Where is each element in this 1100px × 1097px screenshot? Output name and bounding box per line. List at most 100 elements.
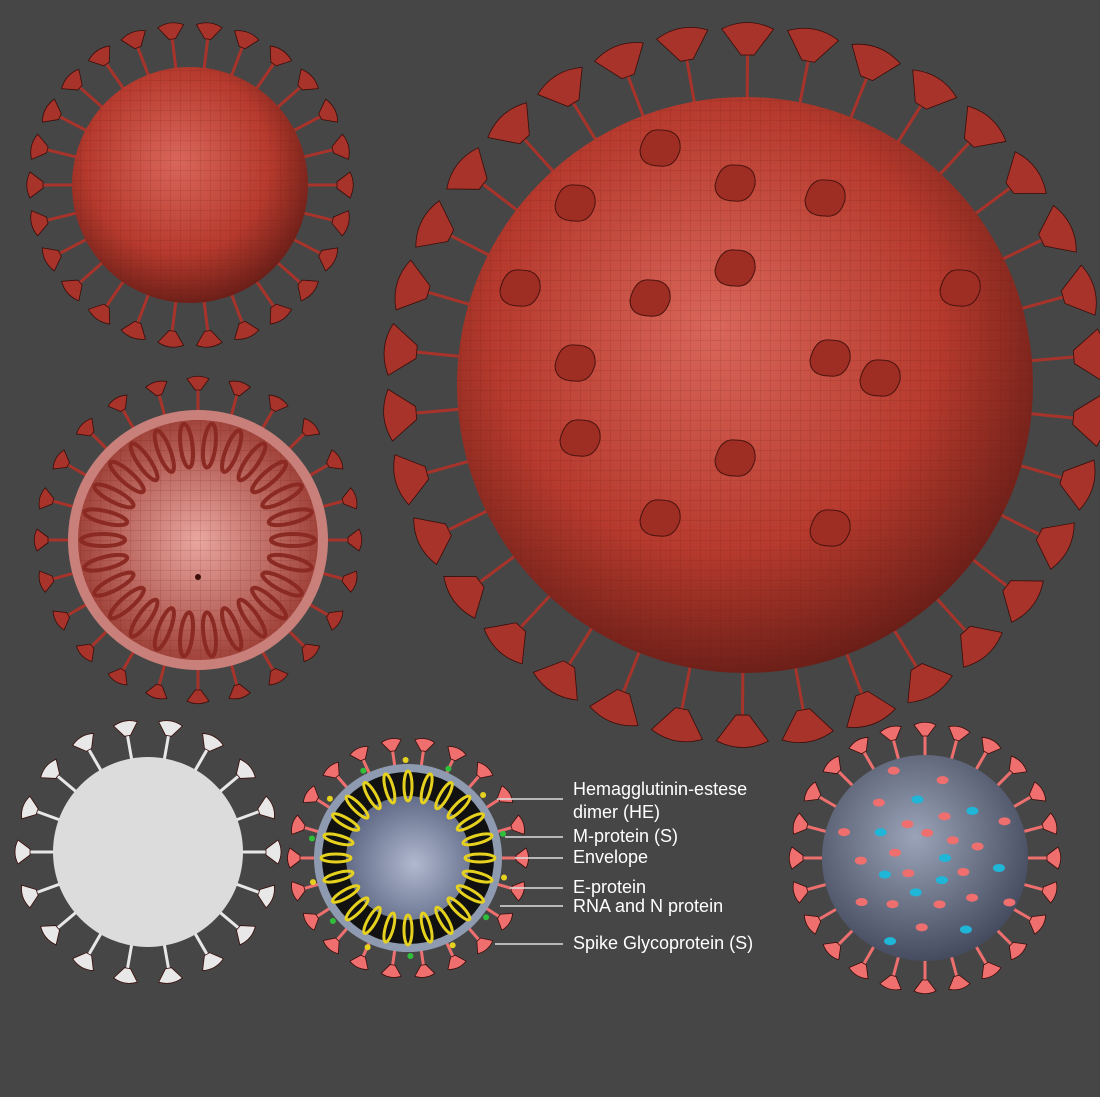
spike-head (960, 625, 1003, 668)
surface-protein (966, 893, 979, 902)
core (346, 796, 470, 920)
spike-head (322, 937, 340, 955)
mesh-overlay (457, 97, 1033, 673)
spike-head (120, 320, 146, 340)
spike-head (322, 761, 340, 779)
rna-coil (461, 869, 494, 884)
spike-head (301, 417, 321, 437)
spike-head (112, 720, 138, 737)
spike-head (72, 732, 94, 752)
spike-head (1028, 781, 1047, 802)
surface-protein (946, 836, 959, 845)
rna-coil (236, 441, 268, 483)
spike-head (1072, 394, 1100, 448)
spike-head (414, 738, 436, 752)
surface-protein (639, 499, 681, 537)
spike-head (26, 171, 44, 199)
spike-head (341, 570, 358, 593)
surface-protein (714, 249, 756, 287)
spike-head (380, 964, 402, 978)
membrane-protein (445, 765, 452, 772)
rna-coil (79, 532, 127, 548)
rna-coil (250, 585, 289, 621)
spike-head (41, 247, 62, 272)
rna-coil (455, 812, 485, 832)
spike-head (792, 812, 809, 835)
rna-coil (236, 597, 268, 639)
spike-head (107, 394, 128, 412)
spike-head (786, 27, 840, 63)
spike-head (383, 322, 418, 376)
spike-head (195, 22, 223, 40)
spike-head (236, 758, 256, 779)
spike-head (38, 570, 55, 593)
spike-head (1008, 941, 1028, 961)
virus-model-white (14, 720, 282, 984)
label-e-protein: E-protein (573, 877, 647, 897)
spike-head (497, 912, 514, 931)
spike-head (297, 279, 319, 302)
spike-head (145, 380, 168, 397)
spike-head (120, 30, 146, 50)
spike-head (981, 736, 1002, 755)
membrane-protein (501, 874, 508, 881)
spike-head (87, 303, 111, 325)
rna-coil (382, 772, 397, 805)
spike-head (40, 925, 60, 946)
spike-head (447, 954, 467, 970)
spike-head (158, 967, 184, 984)
spike-head (1005, 151, 1047, 194)
spike-head (41, 98, 62, 123)
label-hemagglutinin: Hemagglutinin-estese (573, 779, 748, 799)
membrane-protein (483, 914, 490, 921)
spike-head (981, 961, 1002, 980)
surface-protein (971, 842, 984, 851)
spike-head (349, 746, 369, 762)
spike-head (1008, 755, 1028, 775)
rna-coil (362, 905, 382, 935)
surface-protein (998, 817, 1011, 826)
spike-head (792, 881, 809, 904)
spike-head (497, 785, 514, 804)
spike-head (234, 320, 260, 340)
spike-head (186, 689, 210, 705)
rna-coil (362, 781, 382, 811)
virus-model-large (383, 22, 1100, 748)
spike-head (487, 102, 530, 145)
spike-head (265, 839, 282, 865)
spike-head (537, 66, 583, 107)
spike-head (291, 881, 306, 902)
membrane-protein (402, 757, 409, 764)
surface-protein (911, 795, 924, 804)
rna-coil (434, 781, 454, 811)
surface-protein (838, 828, 851, 837)
surface-protein (629, 279, 671, 317)
spike-head (414, 964, 436, 978)
surface-protein (959, 925, 972, 934)
rna-coil (128, 441, 160, 483)
spike-head (186, 375, 210, 391)
rna-coil (82, 507, 130, 528)
spike-head (532, 660, 578, 701)
spike-head (907, 663, 953, 704)
surface-protein (554, 344, 596, 382)
surface-protein (855, 898, 868, 907)
rna-coil (200, 610, 218, 659)
spike-head (158, 720, 184, 737)
spike-head (510, 814, 525, 835)
rna-coil (266, 552, 314, 573)
membrane-protein (480, 792, 487, 799)
spike-head (257, 884, 275, 909)
spike-head (318, 98, 339, 123)
rna-coil (419, 772, 434, 805)
spike-head (948, 974, 971, 991)
surface-protein (714, 439, 756, 477)
label-m-protein: M-protein (S) (573, 826, 679, 846)
virus-model-small (26, 22, 354, 348)
surface-protein (874, 828, 887, 837)
surface-protein (872, 798, 885, 807)
surface-protein (901, 820, 914, 829)
surface-protein (939, 854, 951, 862)
rna-coil (319, 852, 353, 864)
